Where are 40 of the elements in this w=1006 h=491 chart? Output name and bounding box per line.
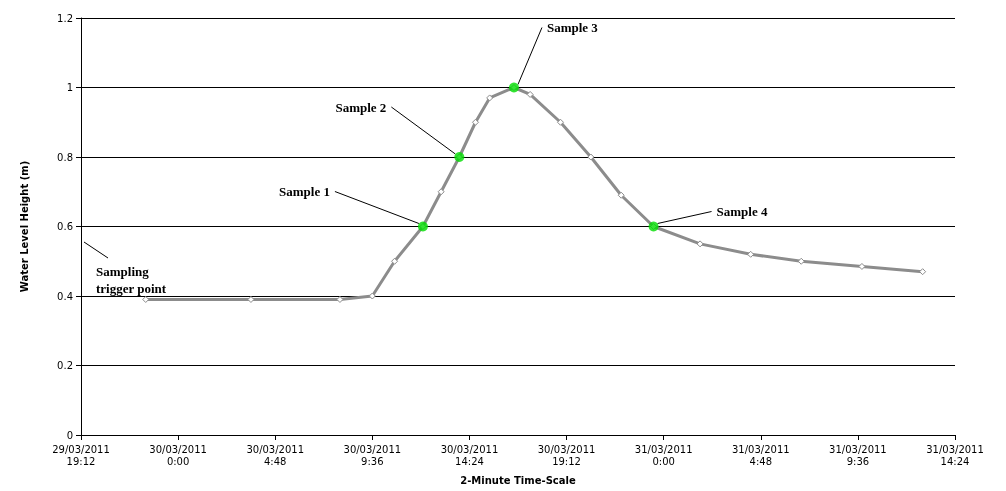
x-tick-label: 30/03/2011 14:24 [440, 443, 499, 467]
point [472, 118, 480, 126]
point [797, 257, 805, 265]
point [336, 295, 344, 303]
annotation: Sampling trigger point [96, 264, 167, 296]
x-tick-label: 30/03/2011 0:00 [149, 443, 207, 467]
point [391, 257, 399, 265]
x-axis-title: 2-Minute Time-Scale [460, 474, 576, 486]
annotation: Sample 1 [278, 184, 330, 199]
point [696, 240, 704, 248]
x-tick-label: 30/03/2011 4:48 [246, 443, 305, 467]
y-axis-title: Water Level Height (m) [18, 160, 30, 293]
y-tick-label: 0.6 [57, 221, 73, 232]
annotation: Sample 4 [716, 204, 768, 219]
point [368, 292, 376, 300]
annotation: Sample 2 [335, 99, 387, 115]
annotation: Sample 3 [546, 20, 599, 35]
y-tick-label: 0.4 [57, 290, 73, 302]
y-tick-label: 0.2 [57, 360, 73, 371]
x-tick-label: 29/03/2011 19:12 [52, 443, 110, 467]
x-tick-label: 30/03/2011 19:12 [537, 443, 596, 467]
point [486, 94, 494, 102]
y-tick-label: 0 [66, 429, 73, 441]
point [556, 118, 564, 126]
point [617, 191, 625, 199]
point [247, 295, 255, 303]
point [747, 250, 755, 258]
y-tick-label: 0.8 [57, 151, 73, 163]
point [858, 262, 866, 270]
x-tick-label: 30/03/2011 9:36 [343, 443, 402, 467]
x-tick-label: 31/03/2011 0:00 [634, 443, 693, 467]
x-tick-label: 31/03/2011 4:48 [731, 443, 790, 467]
y-tick-label: 1.2 [57, 12, 73, 24]
y-tick-label: 1 [66, 82, 73, 93]
point [919, 268, 927, 276]
point [437, 188, 445, 196]
point [526, 90, 534, 98]
x-tick-label: 31/03/2011 14:24 [926, 443, 984, 467]
point [587, 153, 595, 161]
x-tick-label: 31/03/2011 9:36 [829, 443, 887, 467]
